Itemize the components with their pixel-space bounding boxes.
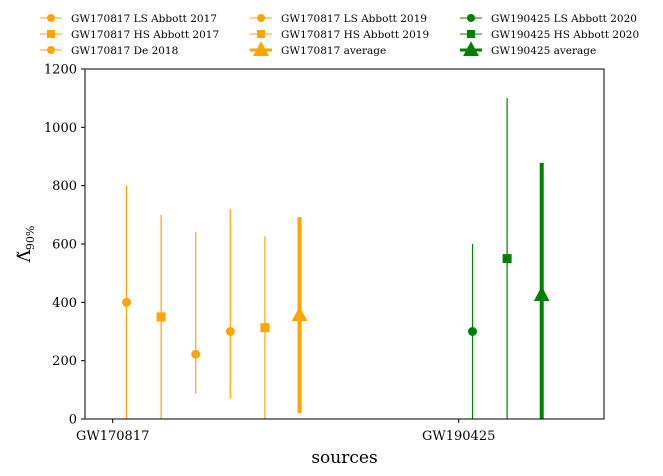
legend-label: GW170817 De 2018 bbox=[71, 45, 178, 57]
legend-marker bbox=[257, 30, 265, 38]
data-point bbox=[260, 323, 270, 333]
legend-entry: GW190425 HS Abbott 2020 bbox=[460, 29, 639, 41]
series-7 bbox=[502, 98, 512, 419]
legend-label: GW170817 HS Abbott 2019 bbox=[281, 29, 429, 41]
y-tick-label: 800 bbox=[52, 179, 77, 194]
axes: 0 200 400 600 800 1000 1200 GW170817 GW190425 sou… bbox=[15, 63, 605, 468]
plot-area bbox=[122, 98, 550, 419]
data-point bbox=[468, 327, 478, 336]
y-tick-label: 600 bbox=[52, 238, 77, 253]
legend-marker bbox=[253, 41, 269, 56]
data-point bbox=[291, 306, 308, 322]
legend-label: GW190425 LS Abbott 2020 bbox=[491, 13, 637, 25]
data-point bbox=[502, 254, 512, 264]
legend-label: GW170817 LS Abbott 2019 bbox=[281, 13, 427, 25]
y-tick-label: 200 bbox=[52, 354, 77, 369]
series-1 bbox=[156, 214, 166, 419]
y-axis-label: Λ̃90% bbox=[15, 226, 37, 264]
legend-marker bbox=[47, 14, 55, 22]
legend-entry: GW170817 De 2018 bbox=[40, 45, 178, 57]
x-axis-label: sources bbox=[311, 448, 377, 468]
series-4 bbox=[260, 236, 270, 419]
legend-entry: GW170817 LS Abbott 2017 bbox=[40, 13, 217, 25]
data-point bbox=[156, 312, 166, 322]
legend-marker bbox=[463, 41, 479, 56]
series-8 bbox=[533, 162, 550, 419]
legend-marker bbox=[257, 14, 265, 22]
legend-label: GW190425 average bbox=[491, 45, 596, 57]
axes-frame bbox=[84, 68, 605, 420]
legend-marker bbox=[47, 30, 55, 38]
y-tick-label: 1200 bbox=[44, 63, 77, 78]
legend-marker bbox=[467, 30, 475, 38]
data-point bbox=[191, 349, 201, 359]
x-tick-label: GW190425 bbox=[422, 429, 495, 444]
legend-marker bbox=[467, 14, 475, 22]
series-2 bbox=[191, 231, 201, 394]
legend-marker bbox=[47, 46, 55, 54]
y-tick-label: 0 bbox=[69, 413, 77, 428]
legend-entry: GW170817 LS Abbott 2019 bbox=[250, 13, 427, 25]
legend: GW170817 LS Abbott 2017 GW170817 HS Abbot… bbox=[40, 13, 639, 57]
series-0 bbox=[122, 185, 132, 419]
y-tick-label: 400 bbox=[52, 296, 77, 311]
x-tick-label: GW170817 bbox=[76, 429, 149, 444]
legend-label: GW170817 LS Abbott 2017 bbox=[71, 13, 217, 25]
legend-entry: GW190425 LS Abbott 2020 bbox=[460, 13, 637, 25]
legend-label: GW170817 HS Abbott 2017 bbox=[71, 29, 219, 41]
legend-entry: GW170817 HS Abbott 2019 bbox=[250, 29, 429, 41]
y-tick-label: 1000 bbox=[44, 121, 77, 136]
data-point bbox=[122, 297, 132, 307]
legend-entry: GW170817 average bbox=[250, 41, 386, 57]
legend-entry: GW170817 HS Abbott 2017 bbox=[40, 29, 219, 41]
series-3 bbox=[225, 209, 235, 399]
series-5 bbox=[291, 217, 308, 414]
data-point bbox=[225, 327, 235, 336]
legend-entry: GW190425 average bbox=[460, 41, 596, 57]
legend-label: GW190425 HS Abbott 2020 bbox=[491, 29, 639, 41]
series-6 bbox=[468, 244, 478, 419]
data-point bbox=[533, 286, 550, 302]
legend-label: GW170817 average bbox=[281, 45, 386, 57]
